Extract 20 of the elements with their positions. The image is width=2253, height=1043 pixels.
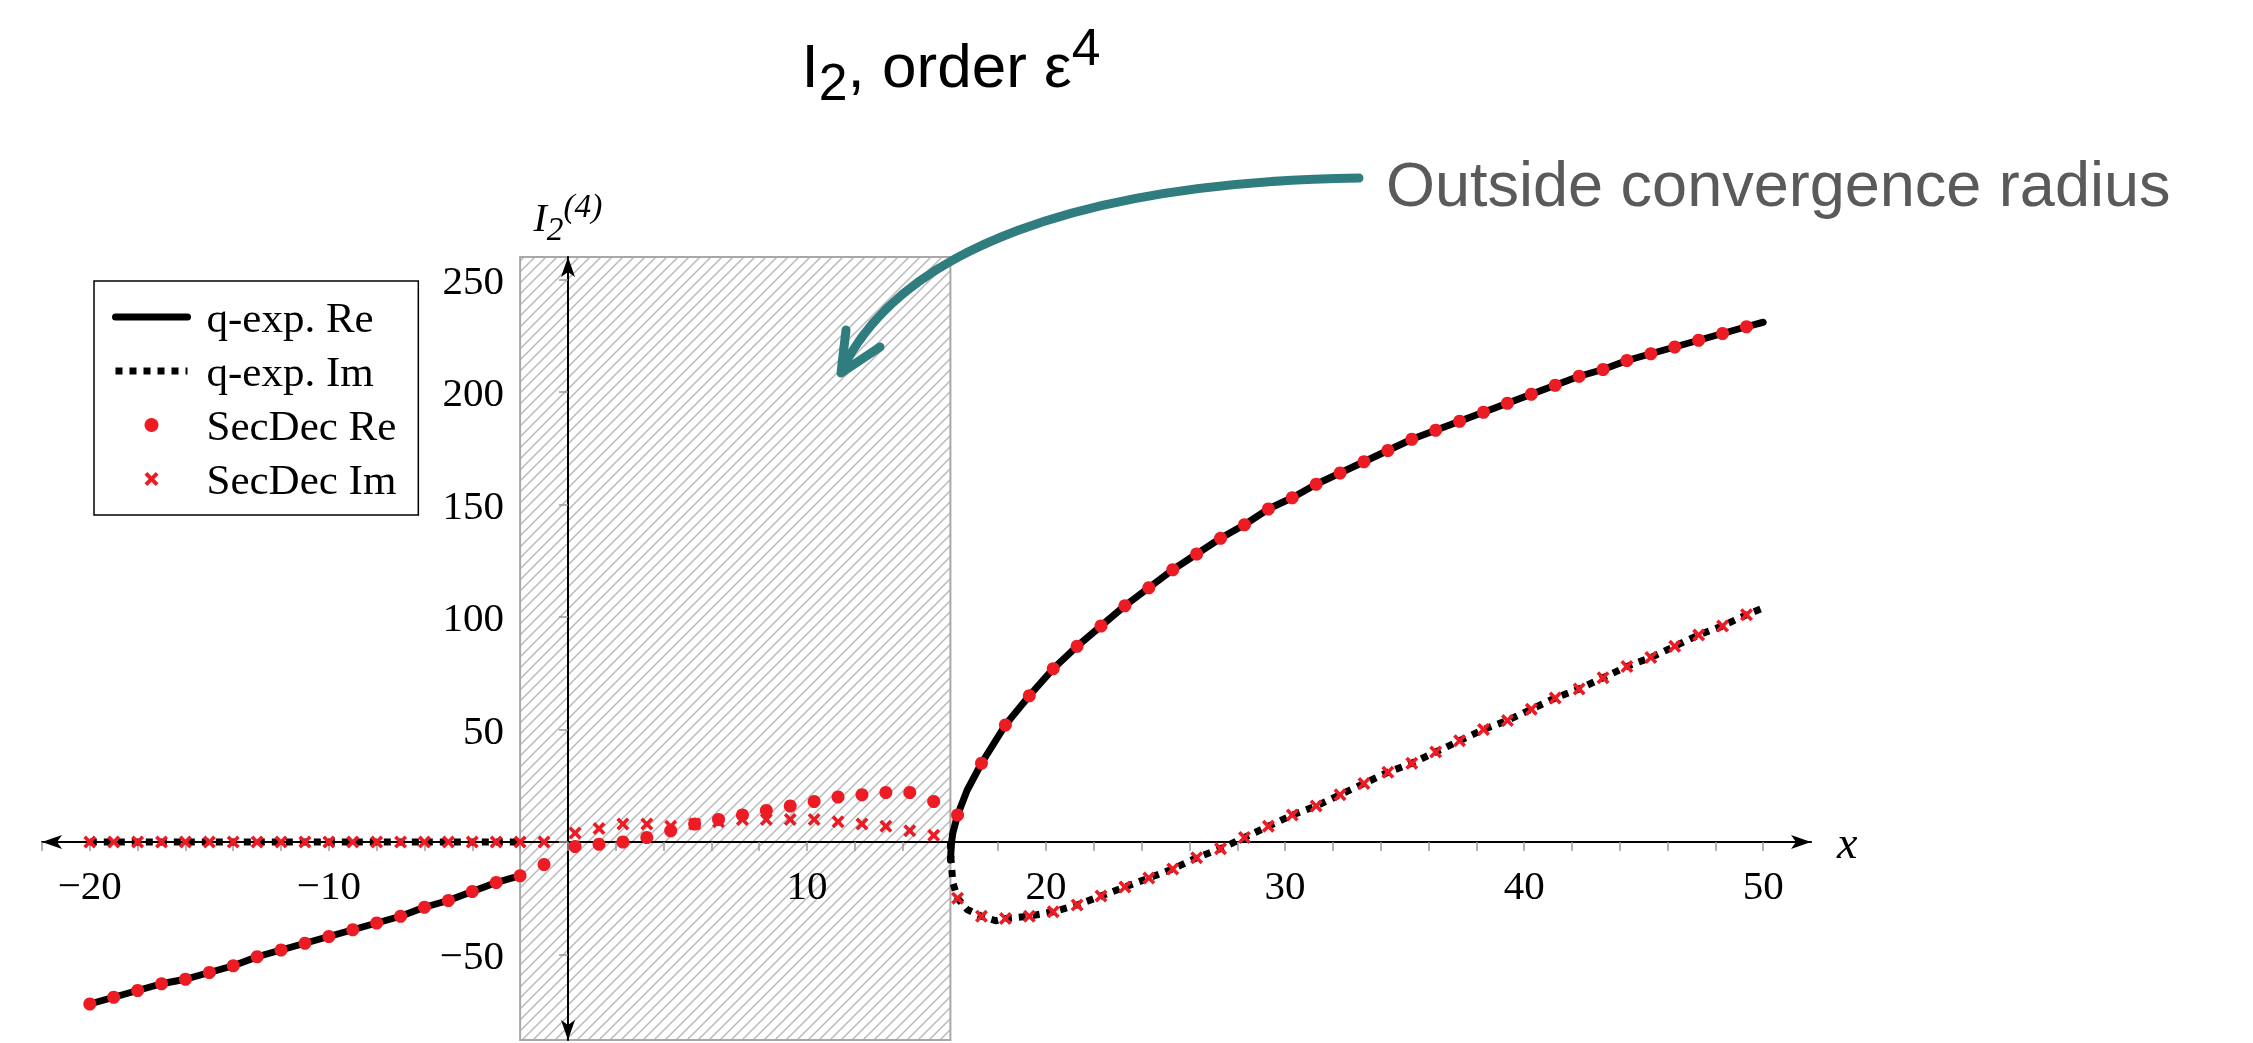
y-tick-label: 200: [442, 369, 504, 415]
x-tick-label: 30: [1264, 861, 1306, 908]
x-tick-label: 50: [1742, 861, 1784, 908]
x-tick-label: 10: [786, 861, 828, 908]
legend-label: SecDec Re: [206, 401, 397, 449]
x-tick-label: 20: [1025, 861, 1067, 908]
y-tick-label: 150: [442, 481, 504, 528]
y-tick-label: −50: [439, 931, 504, 978]
x-axis-title: x: [1836, 816, 1858, 868]
legend-label: q-exp. Im: [206, 347, 374, 395]
band-label: Outside convergence radius: [1386, 149, 2171, 219]
y-tick-label: 50: [462, 706, 504, 753]
legend-label: SecDec Im: [206, 455, 397, 503]
legend-label: q-exp. Re: [206, 293, 374, 341]
x-tick-label: −10: [296, 861, 361, 908]
x-tick-label: −20: [57, 861, 122, 908]
y-tick-label: 100: [442, 594, 504, 640]
x-tick-label: 40: [1503, 861, 1545, 908]
chart-title: I$_{2}$, order ε$^{4}$: [801, 17, 1101, 114]
y-tick-label: 250: [442, 256, 504, 303]
